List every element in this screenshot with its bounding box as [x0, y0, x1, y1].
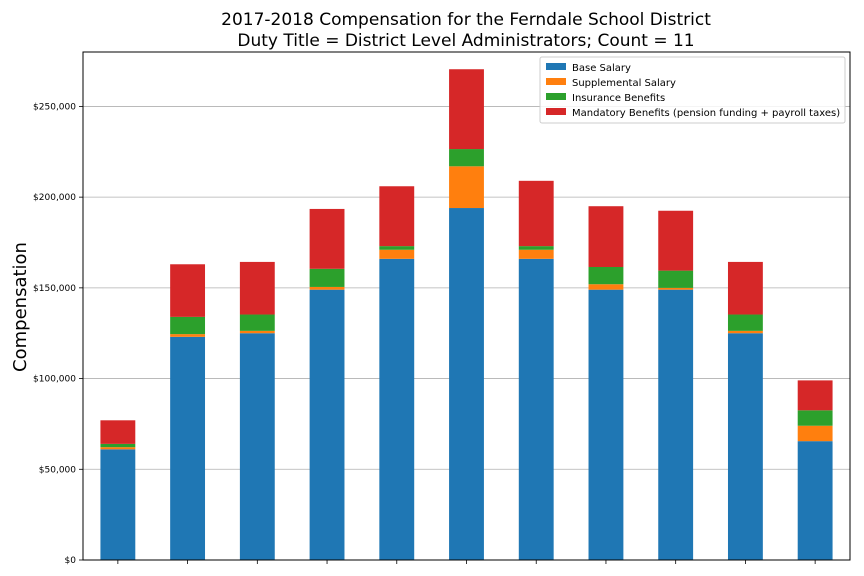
- bar-segment-insurance: [727, 314, 763, 331]
- bar-segment-base: [588, 289, 624, 560]
- bar-segment-supplemental: [449, 166, 484, 209]
- bar-segment-insurance: [239, 314, 275, 331]
- bar-stack: [379, 186, 415, 560]
- y-tick-label: $200,000: [33, 193, 76, 203]
- bar-segment-insurance: [518, 246, 554, 250]
- bar-segment-insurance: [170, 316, 206, 335]
- bar-segment-insurance: [379, 246, 415, 250]
- bar-segment-mandatory: [379, 186, 415, 247]
- legend-label: Mandatory Benefits (pension funding + pa…: [572, 108, 840, 119]
- bar-segment-base: [239, 333, 275, 560]
- legend-swatch: [546, 108, 566, 115]
- legend: Base Salary Supplemental Salary Insurance …: [539, 56, 846, 124]
- bar-segment-base: [449, 208, 484, 560]
- bar-stack: [170, 264, 206, 560]
- bar-segment-mandatory: [658, 210, 694, 271]
- bar-stack: [449, 69, 484, 560]
- legend-swatch: [546, 63, 566, 70]
- bar-segment-mandatory: [100, 420, 136, 444]
- bar-segment-supplemental: [518, 249, 554, 259]
- chart-subtitle: Duty Title = District Level Administrato…: [237, 31, 694, 51]
- bar-stack: [658, 210, 694, 560]
- bar-stack: [797, 380, 833, 560]
- bar-segment-insurance: [797, 410, 833, 426]
- bar-segment-supplemental: [658, 287, 694, 290]
- bar-segment-supplemental: [239, 330, 275, 334]
- bars: [100, 69, 833, 560]
- y-tick-label: $50,000: [39, 465, 76, 475]
- bar-stack: [309, 208, 345, 560]
- bar-segment-supplemental: [797, 425, 833, 442]
- bar-segment-supplemental: [379, 249, 415, 259]
- legend-swatch: [546, 78, 566, 85]
- bar-segment-supplemental: [100, 447, 136, 450]
- y-tick-label: $250,000: [33, 102, 76, 112]
- bar-segment-base: [727, 333, 763, 560]
- bar-segment-mandatory: [309, 208, 345, 269]
- y-axis-label: Compensation: [10, 242, 31, 372]
- bar-segment-insurance: [449, 149, 484, 167]
- bar-segment-base: [100, 449, 136, 560]
- y-tick-label: $100,000: [33, 375, 76, 385]
- bar-segment-mandatory: [239, 261, 275, 315]
- y-tick-label: $150,000: [33, 284, 76, 294]
- bar-segment-base: [379, 258, 415, 560]
- legend-box: [539, 56, 846, 124]
- bar-stack: [518, 180, 554, 560]
- bar-segment-mandatory: [170, 264, 206, 317]
- bar-segment-supplemental: [727, 330, 763, 334]
- bar-stack: [727, 261, 763, 560]
- y-axis-ticks: $0 $50,000 $100,000 $150,000 $200,000 $250,00…: [33, 102, 83, 566]
- bar-segment-base: [797, 441, 833, 560]
- bar-segment-insurance: [588, 266, 624, 285]
- bar-segment-insurance: [658, 270, 694, 288]
- legend-label: Supplemental Salary: [572, 78, 676, 89]
- bar-segment-insurance: [100, 443, 136, 448]
- bar-stack: [100, 420, 136, 560]
- bar-segment-insurance: [309, 268, 345, 287]
- bar-segment-base: [658, 289, 694, 560]
- bar-segment-mandatory: [588, 206, 624, 267]
- legend-swatch: [546, 93, 566, 100]
- x-axis-ticks: [117, 560, 816, 564]
- bar-stack: [239, 261, 275, 560]
- bar-segment-mandatory: [449, 69, 484, 150]
- bar-segment-base: [170, 336, 206, 560]
- bar-segment-supplemental: [588, 284, 624, 290]
- bar-stack: [588, 206, 624, 560]
- y-tick-label: $0: [65, 556, 77, 566]
- chart-title: 2017-2018 Compensation for the Ferndale …: [221, 10, 711, 30]
- bar-segment-base: [309, 289, 345, 560]
- bar-segment-mandatory: [797, 380, 833, 411]
- bar-segment-mandatory: [727, 261, 763, 315]
- bar-segment-base: [518, 258, 554, 560]
- bar-segment-mandatory: [518, 180, 554, 247]
- legend-label: Base Salary: [572, 63, 631, 74]
- bar-segment-supplemental: [170, 334, 206, 337]
- legend-label: Insurance Benefits: [572, 93, 665, 104]
- bar-segment-supplemental: [309, 286, 345, 290]
